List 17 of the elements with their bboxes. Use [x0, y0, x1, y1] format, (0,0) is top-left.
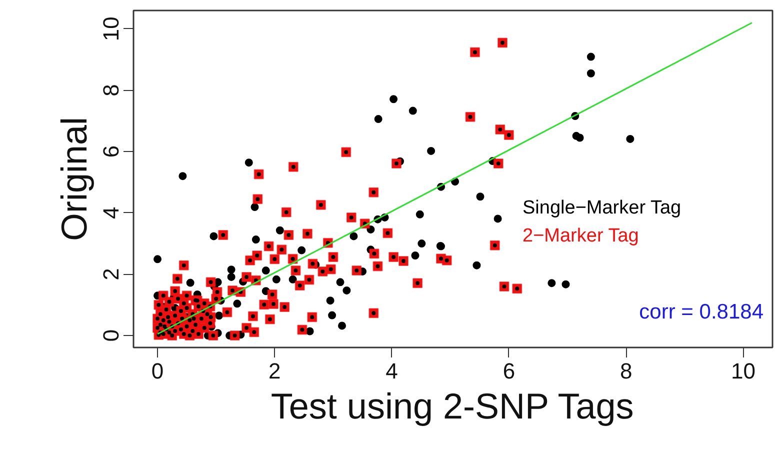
x-tick-label: 0 [151, 358, 164, 384]
y-tick-label: 4 [98, 206, 124, 219]
y-tick-label: 6 [98, 145, 124, 158]
y-tick-label: 0 [98, 329, 124, 342]
x-tick-label: 10 [730, 358, 756, 384]
series-label: 2−Marker Tag [522, 226, 639, 246]
y-axis-title: Original [54, 116, 94, 242]
series-label: Single−Marker Tag [522, 198, 682, 218]
x-axis-title: Test using 2-SNP Tags [270, 386, 634, 426]
y-tick-label: 2 [98, 268, 124, 280]
x-tick-label: 6 [502, 358, 516, 384]
y-tick-label: 8 [98, 84, 124, 96]
x-tick-label: 8 [620, 358, 632, 384]
y-tick-label: 10 [98, 16, 124, 42]
annotation: corr = 0.8184 [639, 300, 764, 324]
x-tick-label: 2 [268, 358, 281, 384]
x-tick-label: 4 [386, 358, 398, 384]
